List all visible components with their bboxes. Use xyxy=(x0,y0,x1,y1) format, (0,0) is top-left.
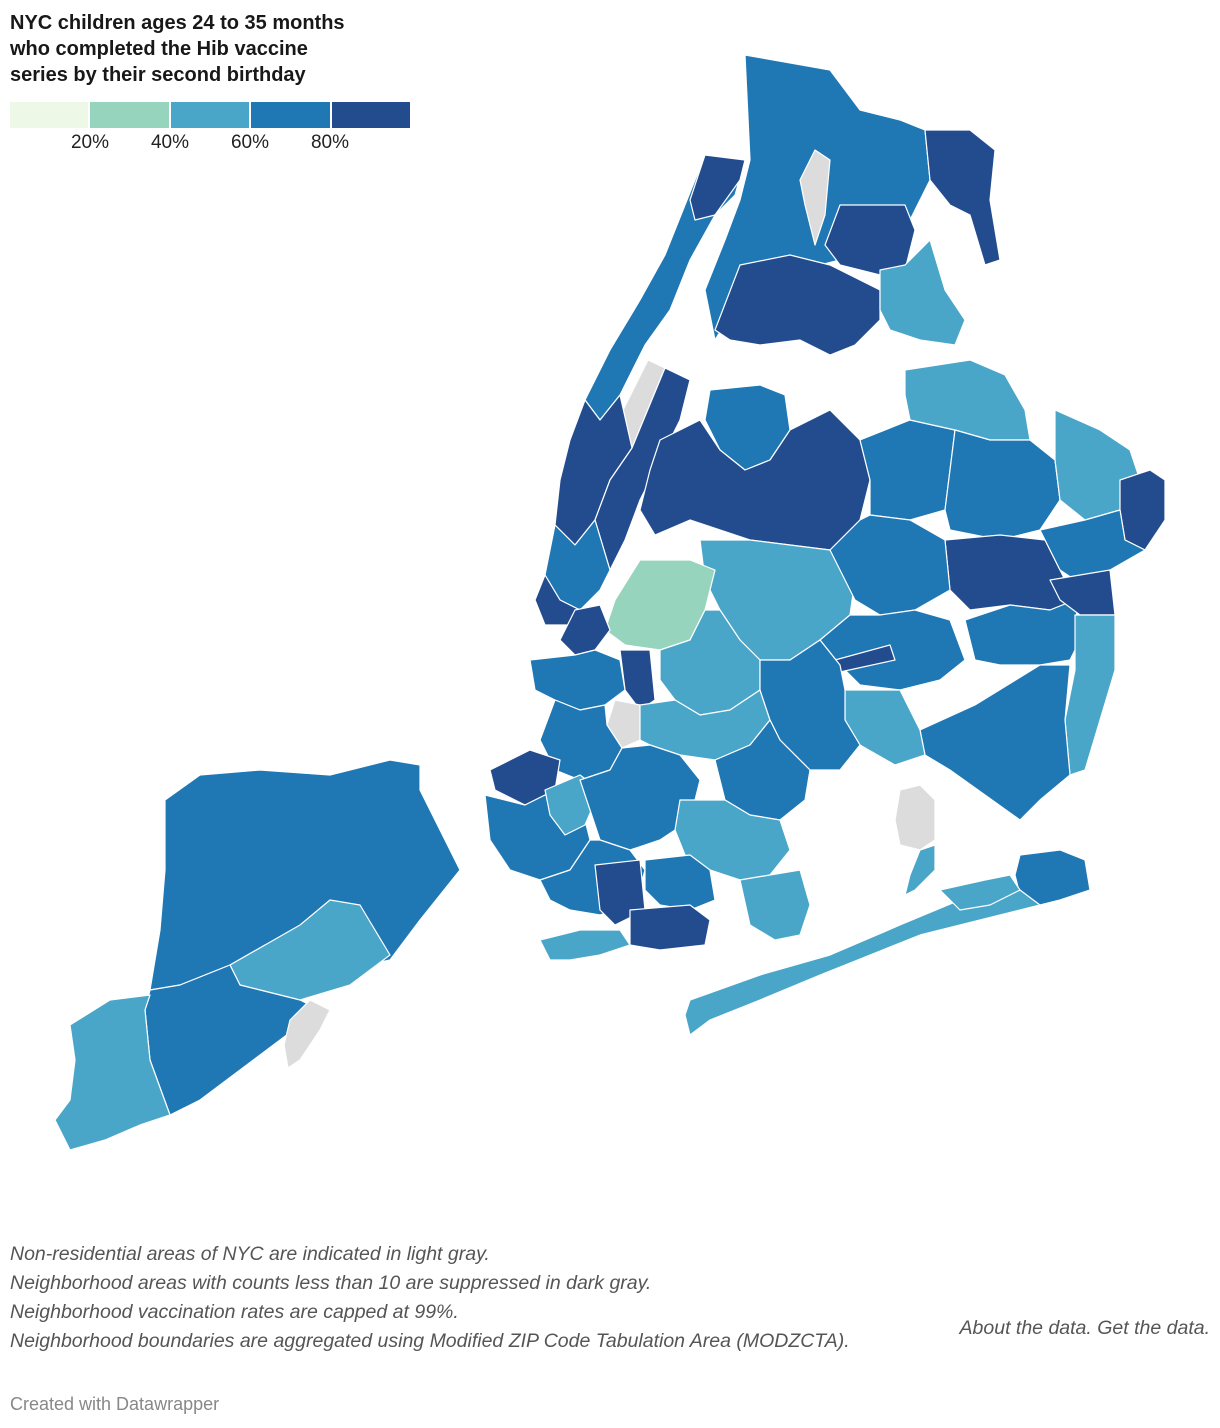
brooklyn-prospect-park xyxy=(606,699,641,749)
note-capped: Neighborhood vaccination rates are cappe… xyxy=(10,1301,459,1323)
brooklyn-fort-greene[interactable] xyxy=(619,649,656,711)
queens-forest-hills[interactable] xyxy=(829,514,951,616)
legend-swatch-0-20 xyxy=(10,102,91,128)
queens-rockaway-east[interactable] xyxy=(1014,849,1091,906)
queens-rockaway-west[interactable] xyxy=(684,889,1041,1036)
brooklyn-coney-island[interactable] xyxy=(539,929,631,961)
get-the-data-link[interactable]: Get the data. xyxy=(1097,1317,1210,1339)
chart-title: NYC children ages 24 to 35 months who co… xyxy=(10,10,430,88)
footnotes: Non-residential areas of NYC are indicat… xyxy=(10,1240,1210,1356)
queens-jfk-airport xyxy=(894,784,936,851)
about-the-data-link[interactable]: About the data. xyxy=(959,1317,1092,1339)
legend-swatch-60-80 xyxy=(251,102,332,128)
bronx-central[interactable] xyxy=(824,204,916,276)
legend-swatches xyxy=(10,102,411,128)
legend-swatch-40-60 xyxy=(170,102,252,128)
legend-tick-80: 80% xyxy=(310,132,350,153)
staten-island-non-residential xyxy=(283,999,331,1069)
queens-queens-village[interactable] xyxy=(1039,509,1146,581)
color-legend: 20% 40% 60% 80% xyxy=(10,102,411,162)
bronx-van-cortlandt-park xyxy=(799,149,831,246)
datawrapper-credit[interactable]: Created with Datawrapper xyxy=(10,1394,220,1414)
brooklyn-bergen-beach[interactable] xyxy=(739,869,811,941)
note-suppressed: Neighborhood areas with counts less than… xyxy=(10,1272,652,1294)
manhattan-inwood[interactable] xyxy=(689,154,746,221)
bronx-south[interactable] xyxy=(714,254,881,356)
nyc-choropleth-map xyxy=(54,54,1166,1151)
queens-broad-channel[interactable] xyxy=(904,844,936,896)
legend-ticks: 20% 40% 60% 80% xyxy=(10,132,410,156)
legend-swatch-80-100 xyxy=(331,102,411,128)
legend-tick-40: 40% xyxy=(150,132,190,153)
data-links: About the data. Get the data. xyxy=(960,1317,1210,1340)
legend-swatch-20-40 xyxy=(90,102,171,128)
note-boundaries: Neighborhood boundaries are aggregated u… xyxy=(10,1330,850,1352)
legend-tick-20: 20% xyxy=(70,132,110,153)
bronx-east-pelham[interactable] xyxy=(924,129,1001,266)
title-line-3: series by their second birthday xyxy=(10,64,306,86)
queens-st-albans[interactable] xyxy=(964,599,1081,666)
queens-richmond-hill[interactable] xyxy=(819,609,966,691)
brooklyn-sheepshead-bay[interactable] xyxy=(644,854,716,911)
title-line-2: who completed the Hib vaccine xyxy=(10,38,308,60)
brooklyn-red-hook[interactable] xyxy=(529,649,626,711)
queens-glen-oaks[interactable] xyxy=(1119,469,1166,551)
queens-far-rockaway-center[interactable] xyxy=(939,874,1021,911)
queens-bayside[interactable] xyxy=(944,429,1061,541)
queens-rosedale[interactable] xyxy=(1064,614,1116,776)
queens-ozone-park[interactable] xyxy=(844,689,926,766)
manhattan-upper-east[interactable] xyxy=(594,367,691,571)
brooklyn-brighton-beach[interactable] xyxy=(629,904,711,951)
bronx-throgs-neck[interactable] xyxy=(879,239,966,346)
queens-southeast[interactable] xyxy=(919,664,1071,821)
legend-tick-60: 60% xyxy=(230,132,270,153)
queens-flushing[interactable] xyxy=(859,419,956,521)
title-line-1: NYC children ages 24 to 35 months xyxy=(10,12,345,34)
staten-island-area-southwest[interactable] xyxy=(54,994,171,1151)
note-non-residential: Non-residential areas of NYC are indicat… xyxy=(10,1243,490,1265)
